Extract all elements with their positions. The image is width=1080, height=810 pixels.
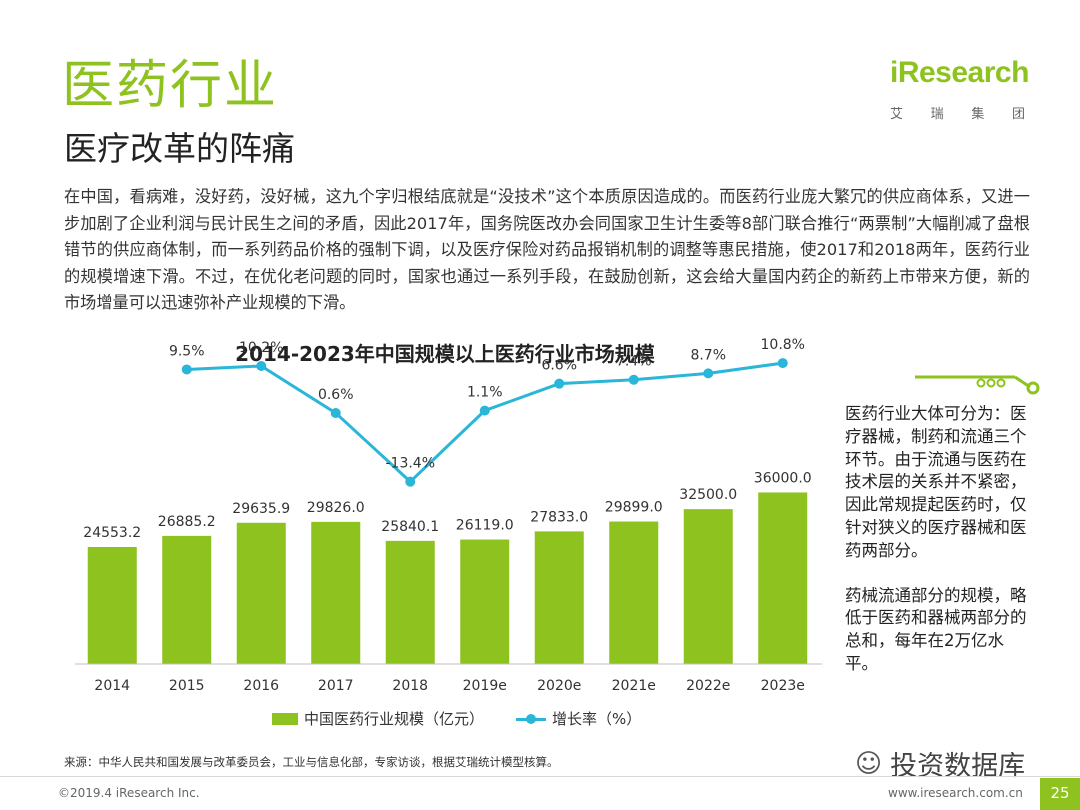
wechat-icon: ☺	[855, 748, 883, 779]
side-note-2: 药械流通部分的规模，略低于医药和器械两部分的总和，每年在2万亿水平。	[845, 585, 1027, 673]
bar-2020e	[534, 531, 584, 664]
legend-line-swatch	[516, 713, 547, 725]
bar-2021e	[609, 521, 659, 664]
growth-label-2019e: 1.1%	[467, 385, 503, 401]
x-tick-2023e: 2023e	[761, 678, 805, 694]
bar-label-2019e: 26119.0	[456, 518, 514, 534]
bar-2019e	[460, 539, 510, 664]
bar-2014	[87, 547, 137, 664]
x-tick-2017: 2017	[318, 678, 354, 694]
growth-point-2018	[405, 476, 416, 487]
x-tick-2022e: 2022e	[686, 678, 730, 694]
x-tick-2018: 2018	[392, 678, 428, 694]
side-notes: 医药行业大体可分为：医疗器械，制药和流通三个环节。由于流通与医药在技术层的关系并…	[845, 403, 1035, 698]
source-note: 来源：中华人民共和国发展与改革委员会，工业与信息化部，专家访谈，根据艾瑞统计模型…	[64, 755, 559, 769]
growth-point-2016	[256, 361, 267, 372]
bar-label-2014: 24553.2	[83, 525, 141, 541]
footer-divider	[0, 776, 1080, 777]
footer-url: www.iresearch.com.cn	[888, 786, 1023, 800]
iresearch-logo: iResearch 艾 瑞 集 团	[890, 58, 1030, 128]
bar-2022e	[683, 509, 733, 664]
growth-point-2020e	[554, 378, 565, 389]
logo-subtext: 艾 瑞 集 团	[890, 107, 1025, 122]
x-tick-2015: 2015	[169, 678, 205, 694]
legend-bar-swatch	[272, 712, 298, 725]
growth-point-2023e	[777, 358, 788, 369]
bar-2015	[162, 535, 212, 664]
chart-title: 2014-2023年中国规模以上医药行业市场规模	[235, 342, 655, 366]
page-title: 医药行业	[62, 56, 279, 116]
growth-point-2017	[330, 408, 341, 419]
growth-point-2022e	[703, 368, 714, 379]
watermark-text: 投资数据库	[890, 751, 1026, 782]
page-subtitle: 医疗改革的阵痛	[64, 129, 295, 168]
page-number: 25	[1040, 778, 1080, 810]
footer-copyright: ©2019.4 iResearch Inc.	[58, 786, 200, 800]
bar-label-2020e: 27833.0	[530, 509, 588, 525]
logo-brand: iResearch	[890, 56, 1029, 89]
x-tick-2021e: 2021e	[612, 678, 656, 694]
growth-label-2016: 10.2%	[239, 340, 283, 356]
growth-point-2021e	[628, 374, 639, 385]
growth-rate-line	[186, 361, 783, 484]
decorative-connector-icon	[915, 375, 1040, 395]
bar-label-2022e: 32500.0	[679, 487, 737, 503]
x-tick-2014: 2014	[94, 678, 130, 694]
bar-label-2015: 26885.2	[158, 514, 216, 530]
bar-label-2018: 25840.1	[381, 519, 439, 535]
side-note-1: 医药行业大体可分为：医疗器械，制药和流通三个环节。由于流通与医药在技术层的关系并…	[845, 404, 1027, 560]
x-tick-2016: 2016	[243, 678, 279, 694]
watermark: ☺ 投资数据库	[855, 744, 1025, 783]
bar-label-2023e: 36000.0	[754, 470, 812, 486]
growth-label-2020e: 6.6%	[541, 358, 577, 374]
growth-point-2015	[181, 364, 192, 375]
bar-label-2017: 29826.0	[307, 500, 365, 516]
legend-line-label: 增长率（%）	[552, 710, 642, 728]
bar-label-2016: 29635.9	[232, 501, 290, 517]
bar-2017	[311, 521, 361, 664]
chart-legend: 中国医药行业规模（亿元） 增长率（%）	[272, 708, 641, 729]
growth-label-2015: 9.5%	[169, 343, 205, 359]
legend-bar-label: 中国医药行业规模（亿元）	[304, 710, 485, 728]
bar-label-2021e: 29899.0	[605, 500, 663, 516]
growth-label-2018: -13.4%	[385, 456, 435, 472]
bar-2023e	[758, 492, 808, 664]
bar-2016	[236, 522, 286, 664]
growth-label-2021e: 7.4%	[616, 354, 652, 370]
growth-label-2017: 0.6%	[318, 387, 354, 403]
x-tick-2019e: 2019e	[463, 678, 507, 694]
growth-label-2022e: 8.7%	[690, 347, 726, 363]
intro-paragraph: 在中国，看病难，没好药，没好械，这九个字归根结底就是“没技术”这个本质原因造成的…	[64, 187, 1030, 312]
x-tick-2020e: 2020e	[537, 678, 581, 694]
bar-2018	[385, 540, 435, 664]
growth-point-2019e	[479, 405, 490, 416]
growth-label-2023e: 10.8%	[761, 337, 805, 353]
